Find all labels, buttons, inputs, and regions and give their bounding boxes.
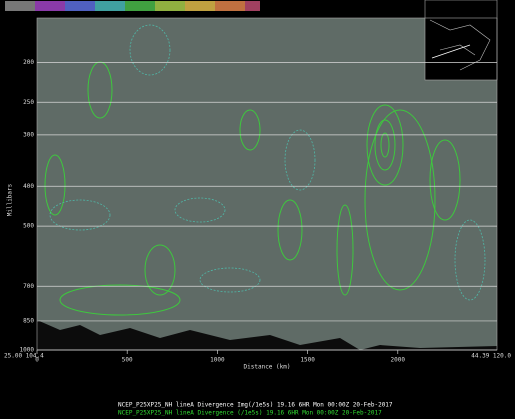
y-axis-label: Millibars	[7, 183, 14, 216]
y-tick-label: 400	[23, 183, 34, 190]
y-tick-label: 300	[23, 131, 34, 138]
x-tick-label: 0	[35, 357, 39, 364]
x-tick-label: 1500	[300, 357, 315, 364]
legend-entry: NCEP_P25XP25_NH lineA Divergence (/1e5s)…	[118, 410, 382, 417]
y-tick-label: 250	[23, 99, 34, 106]
color-bar	[5, 1, 260, 11]
y-tick-label: 850	[23, 317, 34, 324]
x-axis-label: Distance (km)	[244, 364, 291, 371]
y-tick-label: 1000	[20, 347, 35, 354]
x-tick-label: 1000	[210, 357, 225, 364]
inset-map	[425, 0, 497, 80]
y-tick-label: 700	[23, 283, 34, 290]
legend-entry: NCEP_P25XP25_NH lineA Divergence Img(/1e…	[118, 402, 393, 409]
x-tick-label: 500	[122, 357, 133, 364]
y-tick-label: 500	[23, 223, 34, 230]
y-tick-label: 200	[23, 59, 34, 66]
corner-label: 44.39 120.0	[471, 353, 511, 360]
x-tick-label: 2000	[391, 357, 406, 364]
chart: Millibars Distance (km) 25.00 104.4 44.3…	[0, 0, 515, 419]
